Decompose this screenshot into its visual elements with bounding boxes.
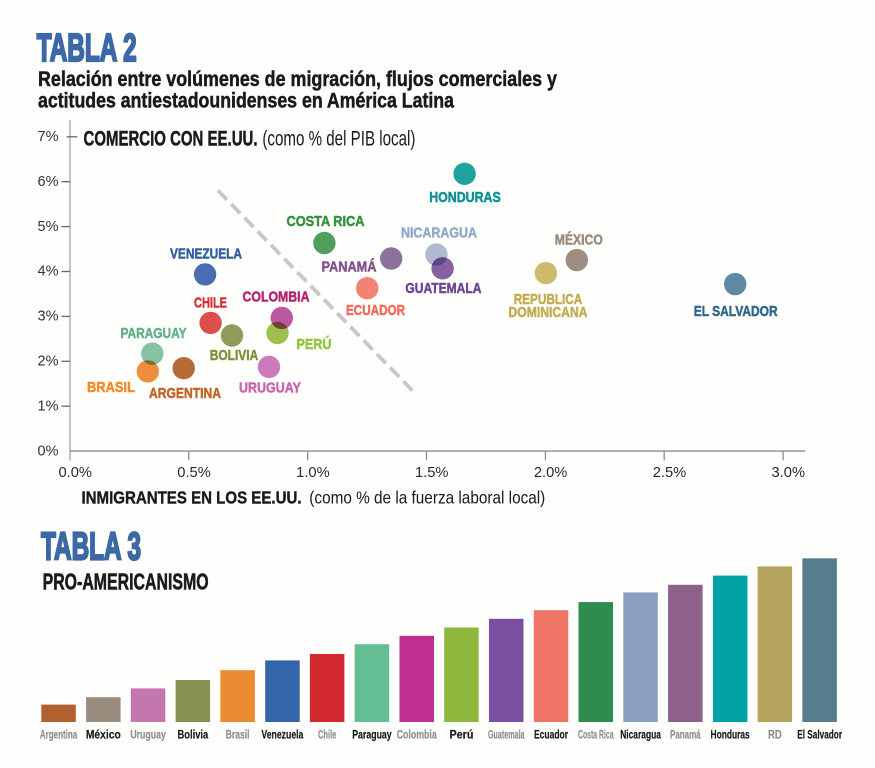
svg-text:Paraguay: Paraguay <box>352 730 392 742</box>
svg-text:1.5%: 1.5% <box>415 465 448 481</box>
svg-text:(como % del PIB local): (como % del PIB local) <box>262 127 415 151</box>
svg-text:NICARAGUA: NICARAGUA <box>401 225 477 242</box>
svg-text:GUATEMALA: GUATEMALA <box>405 280 481 297</box>
svg-text:2.0%: 2.0% <box>534 465 567 481</box>
svg-text:HONDURAS: HONDURAS <box>429 189 501 206</box>
svg-text:PERÚ: PERÚ <box>297 335 332 353</box>
svg-text:Venezuela: Venezuela <box>261 730 303 742</box>
svg-text:COSTA RICA: COSTA RICA <box>287 213 365 230</box>
svg-text:Uruguay: Uruguay <box>130 730 166 742</box>
svg-text:PARAGUAY: PARAGUAY <box>121 325 187 342</box>
svg-text:México: México <box>86 730 121 742</box>
svg-text:PRO-AMERICANISMO: PRO-AMERICANISMO <box>43 569 209 595</box>
svg-text:RD: RD <box>768 730 782 742</box>
svg-text:Relación entre volúmenes de mi: Relación entre volúmenes de migración, f… <box>38 68 557 91</box>
svg-text:Perú: Perú <box>449 730 473 742</box>
svg-text:TABLA 2: TABLA 2 <box>37 27 137 70</box>
svg-text:COLOMBIA: COLOMBIA <box>243 289 310 306</box>
svg-text:3.0%: 3.0% <box>772 465 805 481</box>
svg-text:COMERCIO CON EE.UU.: COMERCIO CON EE.UU. <box>84 127 258 151</box>
svg-text:MÉXICO: MÉXICO <box>555 232 603 249</box>
svg-text:TABLA 3: TABLA 3 <box>41 526 141 569</box>
svg-text:Costa Rica: Costa Rica <box>578 730 614 742</box>
svg-text:1%: 1% <box>38 398 59 414</box>
svg-text:INMIGRANTES EN LOS EE.UU.: INMIGRANTES EN LOS EE.UU. <box>82 488 302 508</box>
svg-text:ECUADOR: ECUADOR <box>346 302 405 319</box>
svg-text:3%: 3% <box>38 309 59 325</box>
svg-text:CHILE: CHILE <box>194 295 227 312</box>
svg-text:Panamá: Panamá <box>670 730 701 742</box>
svg-text:ARGENTINA: ARGENTINA <box>149 385 221 402</box>
svg-text:Nicaragua: Nicaragua <box>620 730 661 742</box>
svg-text:VENEZUELA: VENEZUELA <box>170 246 242 263</box>
svg-text:REPUBLICA: REPUBLICA <box>514 291 583 308</box>
svg-text:Colombia: Colombia <box>397 730 437 742</box>
svg-text:Guatemala: Guatemala <box>488 730 525 742</box>
svg-text:Bolivia: Bolivia <box>177 730 208 742</box>
svg-text:0.0%: 0.0% <box>58 465 91 481</box>
svg-text:6%: 6% <box>38 174 59 190</box>
svg-text:Ecuador: Ecuador <box>534 730 568 742</box>
svg-text:0%: 0% <box>38 443 59 459</box>
svg-text:(como % de la fuerza laboral l: (como % de la fuerza laboral local) <box>309 488 545 508</box>
svg-text:BOLIVIA: BOLIVIA <box>210 347 259 364</box>
svg-text:PANAMÁ: PANAMÁ <box>322 259 377 276</box>
svg-text:2%: 2% <box>38 354 59 370</box>
svg-text:Honduras: Honduras <box>711 730 750 742</box>
svg-text:BRASIL: BRASIL <box>87 379 135 396</box>
svg-text:Chile: Chile <box>318 730 336 742</box>
svg-text:El Salvador: El Salvador <box>797 730 842 742</box>
svg-text:7%: 7% <box>38 129 59 145</box>
svg-text:EL SALVADOR: EL SALVADOR <box>694 303 778 320</box>
svg-text:Argentina: Argentina <box>40 730 78 742</box>
svg-text:5%: 5% <box>38 219 59 235</box>
svg-text:DOMINICANA: DOMINICANA <box>509 304 588 321</box>
svg-text:4%: 4% <box>38 264 59 280</box>
svg-text:Brasil: Brasil <box>226 730 250 742</box>
svg-text:URUGUAY: URUGUAY <box>239 380 301 397</box>
svg-text:1.0%: 1.0% <box>296 465 329 481</box>
svg-text:0.5%: 0.5% <box>177 465 210 481</box>
svg-text:2.5%: 2.5% <box>653 465 686 481</box>
svg-text:actitudes antiestadounidenses: actitudes antiestadounidenses en América… <box>38 90 454 113</box>
